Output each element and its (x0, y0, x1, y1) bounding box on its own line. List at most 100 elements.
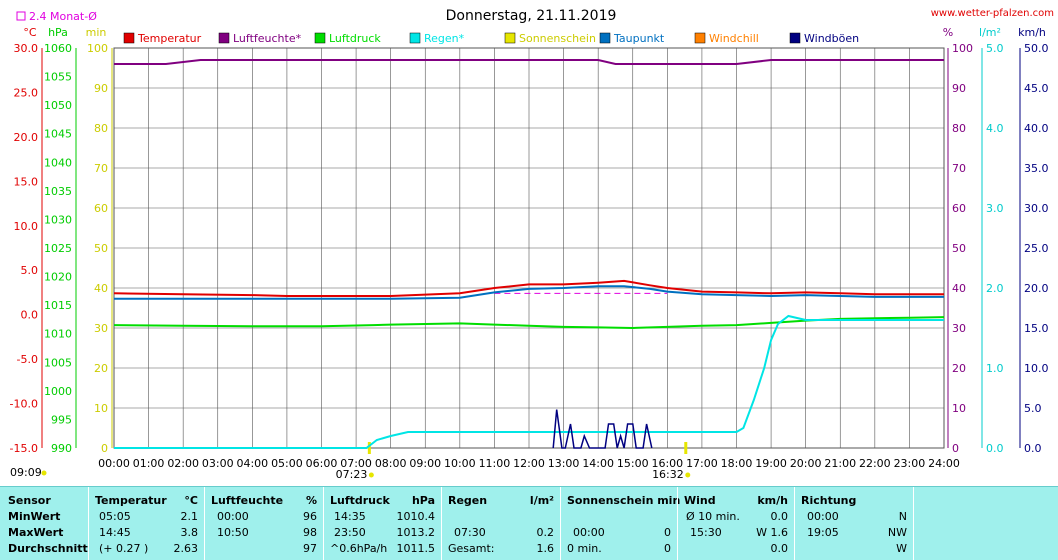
sun-max: 0 (664, 526, 671, 539)
rain-unit: l/m² (979, 26, 1001, 39)
rain-head: Regen (448, 494, 487, 507)
press-tick-label: 1060 (44, 42, 72, 55)
wind-head: Wind (684, 494, 716, 507)
wind-tick-label: 30.0 (1024, 202, 1049, 215)
x-tick-label: 20:00 (790, 457, 822, 470)
x-tick-label: 23:00 (894, 457, 926, 470)
weather-chart: Donnerstag, 21.11.2019 www.wetter-pfalze… (0, 0, 1058, 486)
sun-tick-label: 60 (94, 202, 108, 215)
press-max: 1013.2 (397, 526, 436, 539)
x-tick-label: 02:00 (167, 457, 199, 470)
sun-unit: min (86, 26, 107, 39)
row-label-avg: Durchschnitt (8, 542, 88, 555)
rain-avg-note: Gesamt: (448, 542, 495, 555)
sun-tick-label: 80 (94, 122, 108, 135)
wind-max: W 1.6 (756, 526, 788, 539)
legend-swatch (410, 33, 420, 43)
sun-tick-label: 20 (94, 362, 108, 375)
sun-tick-label: 50 (94, 242, 108, 255)
rain-tick-label: 1.0 (986, 362, 1004, 375)
press-min: 1010.4 (397, 510, 436, 523)
dir-max: NW (888, 526, 907, 539)
legend-label: Sonnenschein (519, 32, 596, 45)
wind-tick-label: 10.0 (1024, 362, 1049, 375)
dir-avg: W (896, 542, 907, 555)
press-tick-label: 1010 (44, 328, 72, 341)
x-tick-label: 18:00 (721, 457, 753, 470)
legend-label: Luftfeuchte* (233, 32, 302, 45)
stats-sun: Sonnenschein min 00:00 0 0 min. 0 (561, 487, 677, 560)
legend-swatch (600, 33, 610, 43)
x-tick-label: 09:00 (409, 457, 441, 470)
press-tick-label: 1015 (44, 299, 72, 312)
monthavg-label: 2.4 Monat-Ø (29, 10, 97, 23)
wind-tick-label: 50.0 (1024, 42, 1049, 55)
hum-tick-label: 40 (952, 282, 966, 295)
temp-tick-label: -15.0 (10, 442, 38, 455)
hum-tick-label: 80 (952, 122, 966, 135)
x-tick-label: 08:00 (375, 457, 407, 470)
rain-max-time: 07:30 (454, 526, 486, 539)
x-tick-label: 04:00 (236, 457, 268, 470)
monthavg-icon (17, 12, 25, 20)
hum-max: 98 (303, 526, 317, 539)
sunset-marker (684, 442, 687, 454)
press-tick-label: 995 (51, 413, 72, 426)
stats-table: Sensor MinWert MaxWert Durchschnitt Temp… (0, 486, 1058, 560)
x-tick-label: 00:00 (98, 457, 130, 470)
sun-avg-note: 0 min. (567, 542, 602, 555)
hum-min-time: 00:00 (217, 510, 249, 523)
site-link[interactable]: www.wetter-pfalzen.com (931, 8, 1054, 19)
temp-max-time: 14:45 (99, 526, 131, 539)
press-avg-note: ^0.6hPa/h (330, 542, 387, 555)
dir-min: N (899, 510, 907, 523)
rain-tick-label: 5.0 (986, 42, 1004, 55)
sun-tick-label: 70 (94, 162, 108, 175)
stats-press: Luftdruck hPa 14:35 1010.4 23:50 1013.2 … (324, 487, 441, 560)
press-unit: hPa (48, 26, 68, 39)
press-avg: 1011.5 (397, 542, 436, 555)
legend-swatch (505, 33, 515, 43)
x-tick-label: 12:00 (513, 457, 545, 470)
x-tick-label: 06:00 (306, 457, 338, 470)
chart-title: Donnerstag, 21.11.2019 (446, 8, 617, 24)
sun-max-time: 00:00 (573, 526, 605, 539)
hum-tick-label: 60 (952, 202, 966, 215)
row-label-sensor: Sensor (8, 494, 51, 507)
legend-swatch (219, 33, 229, 43)
sun-tick-label: 40 (94, 282, 108, 295)
rain-tick-label: 2.0 (986, 282, 1004, 295)
wind-min-time: Ø 10 min. (686, 510, 740, 523)
hum-unit: % (943, 26, 953, 39)
legend-swatch (695, 33, 705, 43)
stats-hum: Luftfeuchte % 00:00 96 10:50 98 97 (205, 487, 323, 560)
stats-temp: Temperatur °C 05:05 2.1 14:45 3.8 (+ 0.2… (89, 487, 204, 560)
press-tick-label: 1050 (44, 99, 72, 112)
temp-head: Temperatur (95, 494, 167, 507)
rain-tick-label: 3.0 (986, 202, 1004, 215)
x-tick-label: 24:00 (928, 457, 960, 470)
press-min-time: 14:35 (334, 510, 366, 523)
sunrise-label: 07:23 (336, 468, 368, 481)
chart-grid (114, 48, 944, 448)
press-tick-label: 1045 (44, 128, 72, 141)
x-tick-label: 22:00 (859, 457, 891, 470)
sun-tick-label: 90 (94, 82, 108, 95)
x-tick-label: 01:00 (133, 457, 165, 470)
x-tick-label: 11:00 (479, 457, 511, 470)
hum-unit-head: % (306, 494, 317, 507)
sunset-label: 16:32 (652, 468, 684, 481)
hum-tick-label: 20 (952, 362, 966, 375)
wind-unit: km/h (1018, 26, 1046, 39)
extra-time-sun-icon (42, 471, 47, 476)
hum-tick-label: 50 (952, 242, 966, 255)
press-head: Luftdruck (330, 494, 390, 507)
press-tick-label: 1025 (44, 242, 72, 255)
press-tick-label: 1020 (44, 271, 72, 284)
legend-label: Taupunkt (613, 32, 665, 45)
temp-unit: °C (23, 26, 37, 39)
press-tick-label: 1055 (44, 71, 72, 84)
legend-label: Windböen (804, 32, 859, 45)
x-tick-label: 15:00 (617, 457, 649, 470)
